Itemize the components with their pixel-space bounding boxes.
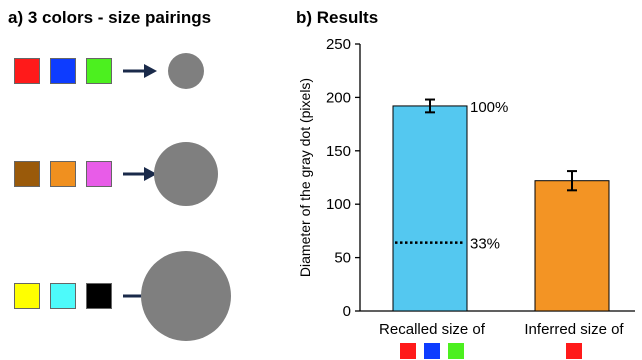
color-swatch <box>50 58 76 84</box>
annotation-label: 100% <box>470 99 508 116</box>
gray-dot <box>168 53 204 89</box>
y-tick-label: 250 <box>326 36 351 53</box>
y-tick-label: 0 <box>343 303 351 320</box>
color-swatch <box>50 283 76 309</box>
bar <box>534 180 610 312</box>
category-color-swatch <box>400 343 416 359</box>
x-category-label: Recalled size of <box>379 321 486 338</box>
arrow-right-icon <box>123 167 157 181</box>
y-tick-label: 200 <box>326 89 351 106</box>
category-color-swatch <box>448 343 464 359</box>
y-axis-label: Diameter of the gray dot (pixels) <box>297 78 313 277</box>
color-swatch <box>86 161 112 187</box>
results-bar-chart: 0 50 100 150 200 250 Diameter of the gray dot … <box>297 36 635 359</box>
y-tick-label: 150 <box>326 143 351 160</box>
color-swatch <box>50 161 76 187</box>
y-tick-label: 100 <box>326 196 351 213</box>
panel-a-title: a) 3 colors - size pairings <box>8 8 212 27</box>
panel-b-title: b) Results <box>296 8 379 27</box>
arrow-right-icon <box>123 64 157 78</box>
y-tick-label: 50 <box>334 250 351 267</box>
annotation-label: 33% <box>470 236 500 253</box>
color-swatch <box>14 161 40 187</box>
x-category-label: Inferred size of <box>524 321 624 338</box>
color-swatch <box>14 283 40 309</box>
gray-dot <box>154 142 218 206</box>
color-swatch <box>86 58 112 84</box>
category-color-swatch <box>424 343 440 359</box>
category-color-swatch <box>566 343 582 359</box>
color-swatch <box>86 283 112 309</box>
color-swatch <box>14 58 40 84</box>
bar <box>392 105 468 312</box>
gray-dot <box>141 251 231 341</box>
